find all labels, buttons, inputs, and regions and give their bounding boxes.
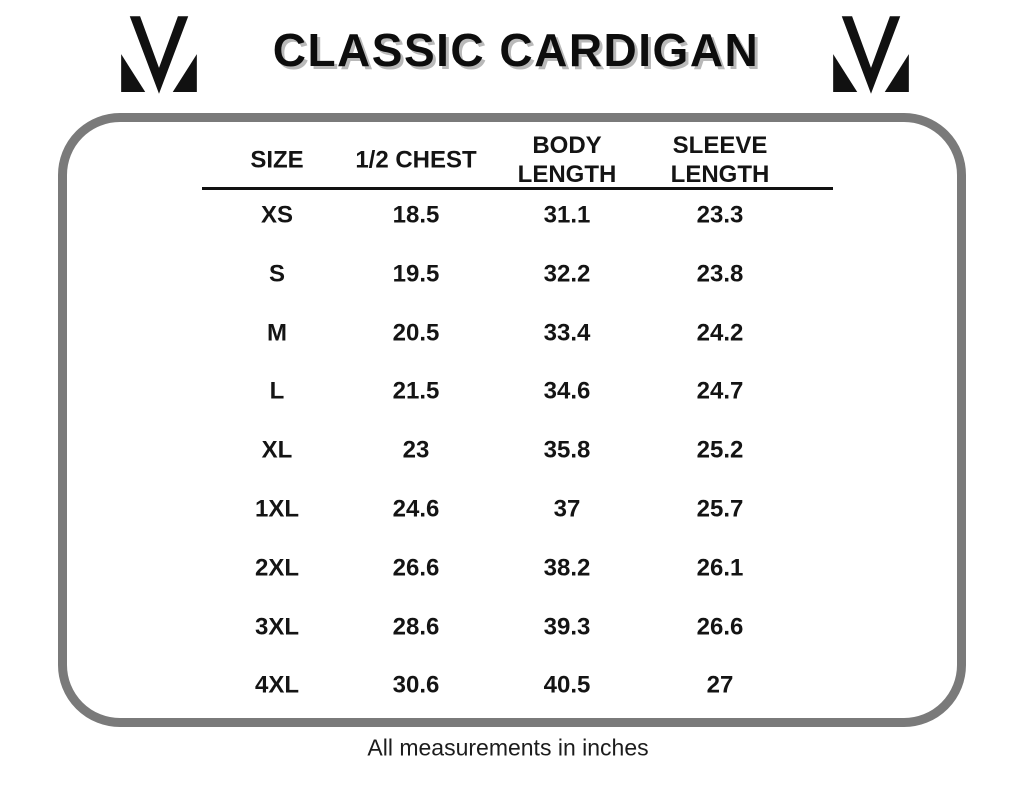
body-length-cell: 39.3 [543, 613, 591, 641]
size-cell: L [269, 377, 285, 405]
measurements-note: All measurements in inches [367, 734, 649, 761]
column-header-sleeve-length: SLEEVE LENGTH [670, 132, 770, 188]
sleeve-length-cell: 26.6 [696, 613, 744, 641]
size-cell: 1XL [254, 495, 300, 523]
half-chest-cell: 30.6 [392, 671, 440, 699]
half-chest-cell: 28.6 [392, 613, 440, 641]
column-header-size: SIZE [250, 146, 304, 174]
body-length-cell: 40.5 [543, 671, 591, 699]
body-length-cell: 31.1 [543, 201, 591, 229]
size-cell: 2XL [254, 554, 300, 582]
sleeve-length-cell: 23.3 [696, 201, 744, 229]
size-cell: XS [260, 201, 294, 229]
size-cell: S [268, 260, 286, 288]
body-length-cell: 32.2 [543, 260, 591, 288]
page-title: CLASSIC CARDIGAN [272, 24, 760, 76]
sleeve-length-cell: 26.1 [696, 554, 744, 582]
column-header-body-length: BODY LENGTH [517, 132, 617, 188]
half-chest-cell: 18.5 [392, 201, 440, 229]
half-chest-cell: 20.5 [392, 319, 440, 347]
body-length-cell: 35.8 [543, 436, 591, 464]
half-chest-cell: 19.5 [392, 260, 440, 288]
sleeve-length-cell: 24.2 [696, 319, 744, 347]
brand-m-monogram-icon [121, 16, 197, 94]
size-cell: XL [261, 436, 293, 464]
half-chest-cell: 26.6 [392, 554, 440, 582]
sleeve-length-cell: 24.7 [696, 377, 744, 405]
sleeve-length-cell: 23.8 [696, 260, 744, 288]
size-cell: 4XL [254, 671, 300, 699]
half-chest-cell: 21.5 [392, 377, 440, 405]
sleeve-length-cell: 25.2 [696, 436, 744, 464]
size-chart-frame [58, 113, 966, 727]
column-header-half-chest: 1/2 CHEST [355, 146, 477, 174]
half-chest-cell: 24.6 [392, 495, 440, 523]
brand-m-monogram-icon [833, 16, 909, 94]
sleeve-length-cell: 25.7 [696, 495, 744, 523]
size-cell: M [267, 319, 287, 347]
header-divider [202, 187, 833, 190]
body-length-cell: 34.6 [543, 377, 591, 405]
size-cell: 3XL [254, 613, 300, 641]
body-length-cell: 37 [553, 495, 581, 523]
body-length-cell: 38.2 [543, 554, 591, 582]
half-chest-cell: 23 [402, 436, 430, 464]
body-length-cell: 33.4 [543, 319, 591, 347]
sleeve-length-cell: 27 [706, 671, 734, 699]
